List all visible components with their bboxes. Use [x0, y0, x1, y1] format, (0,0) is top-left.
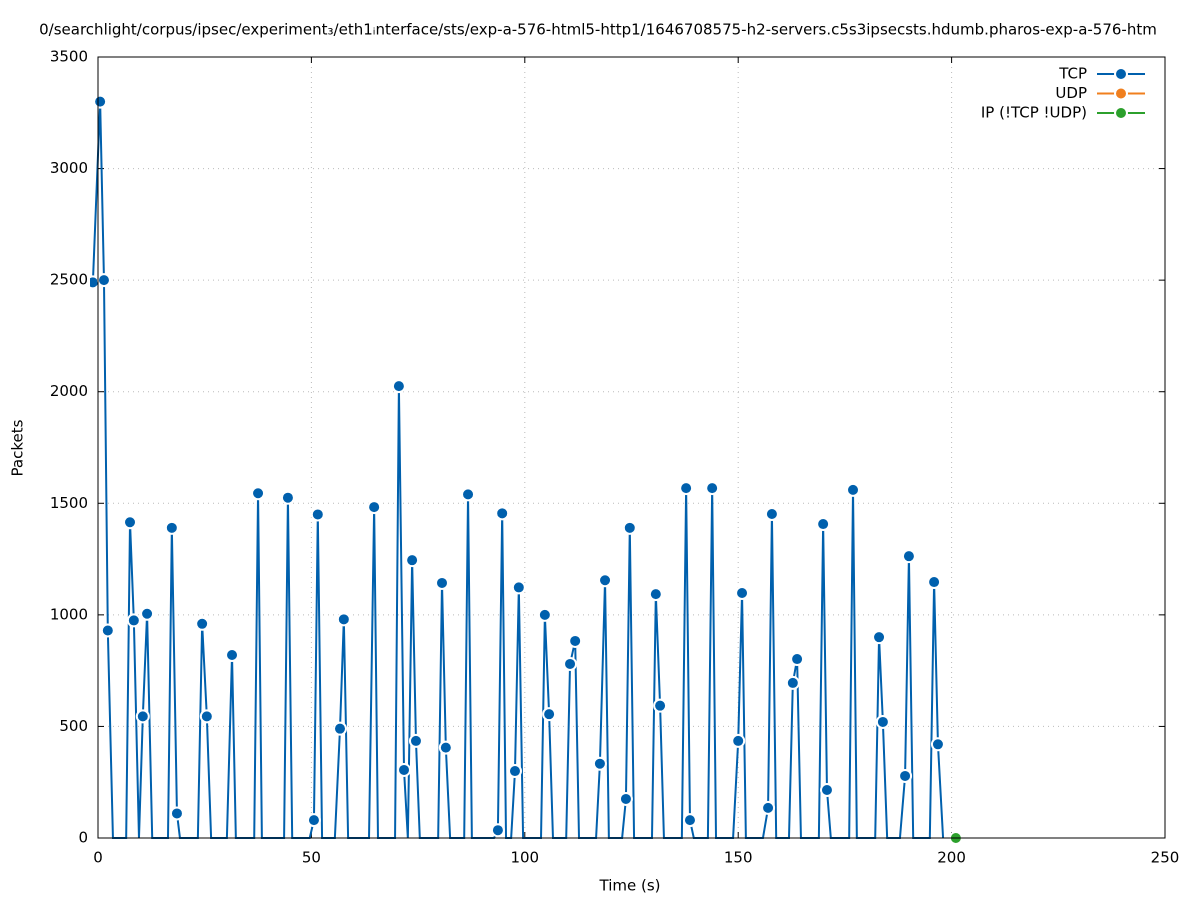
data-point — [140, 606, 155, 621]
data-point — [391, 379, 406, 394]
data-point — [100, 623, 115, 638]
data-point — [846, 482, 861, 497]
data-point — [164, 520, 179, 535]
data-point — [816, 517, 831, 532]
y-tick-label: 1500 — [50, 494, 88, 512]
data-point — [169, 806, 184, 821]
legend-marker — [1114, 67, 1128, 81]
data-point — [397, 762, 412, 777]
data-point — [568, 633, 583, 648]
data-point — [336, 612, 351, 627]
y-tick-label: 2500 — [50, 271, 88, 289]
y-tick-label: 2000 — [50, 382, 88, 400]
data-point — [679, 481, 694, 496]
plot-area — [90, 94, 963, 845]
data-point — [306, 813, 321, 828]
data-point — [461, 487, 476, 502]
data-point — [648, 587, 663, 602]
data-point — [408, 733, 423, 748]
data-point — [135, 709, 150, 724]
x-tick-label: 100 — [510, 849, 539, 867]
data-point — [542, 707, 557, 722]
data-point — [563, 656, 578, 671]
data-point — [618, 791, 633, 806]
data-point — [310, 507, 325, 522]
legend-marker — [1114, 106, 1128, 120]
x-axis-label: Time (s) — [599, 877, 661, 895]
x-tick-label: 250 — [1151, 849, 1180, 867]
data-point — [93, 94, 108, 109]
data-point — [251, 486, 266, 501]
data-point — [225, 648, 240, 663]
data-point — [405, 553, 420, 568]
data-point — [735, 585, 750, 600]
data-point — [761, 800, 776, 815]
data-point — [785, 675, 800, 690]
data-point — [901, 549, 916, 564]
series-line — [91, 101, 945, 839]
chart-title: 0/searchlight/corpus/ipsec/experiment₃/e… — [39, 21, 1157, 39]
data-point — [332, 721, 347, 736]
legend-label: UDP — [1055, 84, 1087, 102]
data-point — [280, 490, 295, 505]
data-point — [123, 515, 138, 530]
y-tick-label: 500 — [59, 717, 88, 735]
data-point — [930, 737, 945, 752]
data-point — [195, 616, 210, 631]
data-point — [598, 573, 613, 588]
data-point — [898, 768, 913, 783]
data-point — [764, 506, 779, 521]
data-point — [495, 506, 510, 521]
data-point — [537, 607, 552, 622]
x-tick-label: 50 — [302, 849, 321, 867]
y-tick-label: 3500 — [50, 48, 88, 66]
data-point — [126, 613, 141, 628]
legend-label: TCP — [1058, 65, 1087, 83]
data-point — [511, 580, 526, 595]
data-point — [927, 575, 942, 590]
data-point — [872, 630, 887, 645]
data-point — [819, 783, 834, 798]
plot-border — [97, 56, 1166, 839]
data-point — [507, 764, 522, 779]
data-point — [682, 813, 697, 828]
data-point — [490, 823, 505, 838]
data-point — [96, 273, 111, 288]
x-tick-label: 150 — [724, 849, 753, 867]
data-point — [875, 714, 890, 729]
y-tick-label: 1000 — [50, 605, 88, 623]
data-point — [438, 740, 453, 755]
y-axis-label: Packets — [9, 419, 27, 476]
data-point — [592, 756, 607, 771]
legend-marker — [1114, 86, 1128, 101]
x-tick-label: 0 — [93, 849, 103, 867]
data-point — [790, 652, 805, 667]
y-tick-label: 0 — [78, 829, 88, 847]
data-point — [653, 698, 668, 713]
data-point — [199, 709, 214, 724]
x-tick-label: 200 — [937, 849, 966, 867]
legend-label: IP (!TCP !UDP) — [981, 104, 1087, 122]
data-point — [622, 520, 637, 535]
data-point — [435, 575, 450, 590]
y-tick-label: 3000 — [50, 159, 88, 177]
data-point — [731, 733, 746, 748]
data-point — [90, 275, 100, 290]
data-point — [705, 481, 720, 496]
data-point — [367, 500, 382, 515]
